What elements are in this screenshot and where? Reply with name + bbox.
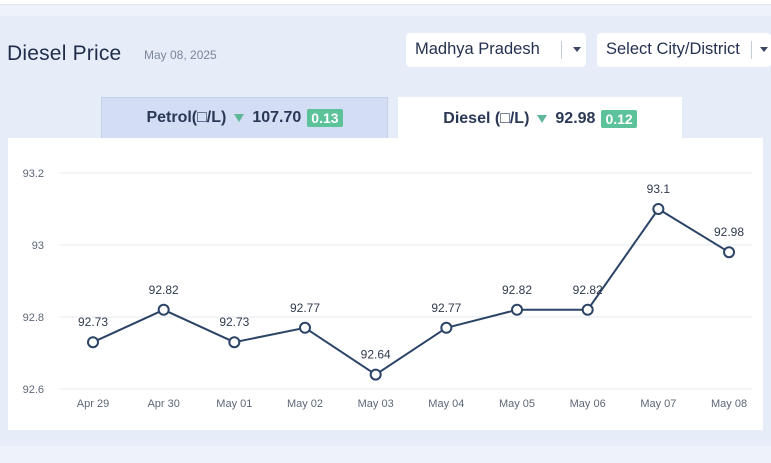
- tab-petrol-price: 107.70: [252, 109, 302, 126]
- chevron-down-icon: [573, 47, 581, 52]
- price-down-icon: [537, 115, 548, 123]
- tab-petrol[interactable]: Petrol(□/L) 107.70 0.13: [101, 97, 388, 138]
- city-select[interactable]: Select City/District: [597, 33, 771, 67]
- page-title: Diesel Price: [7, 42, 122, 65]
- tab-diesel-change-badge: 0.12: [601, 110, 637, 128]
- state-select-value: Madhya Pradesh: [415, 40, 540, 58]
- price-down-icon: [234, 114, 245, 122]
- tab-diesel-price: 92.98: [555, 110, 596, 127]
- city-select-value: Select City/District: [606, 40, 740, 58]
- tab-petrol-change-badge: 0.13: [307, 109, 343, 127]
- select-divider: [751, 41, 752, 59]
- tab-diesel-label: Diesel (□/L): [443, 110, 530, 127]
- price-date: May 08, 2025: [144, 48, 217, 62]
- state-select[interactable]: Madhya Pradesh: [406, 33, 586, 67]
- select-divider: [561, 41, 562, 59]
- chevron-down-icon: [760, 47, 768, 52]
- tab-petrol-label: Petrol(□/L): [146, 109, 227, 126]
- price-chart-card: [8, 138, 763, 430]
- tab-diesel[interactable]: Diesel (□/L) 92.98 0.12: [398, 97, 682, 141]
- top-strip: [0, 0, 771, 5]
